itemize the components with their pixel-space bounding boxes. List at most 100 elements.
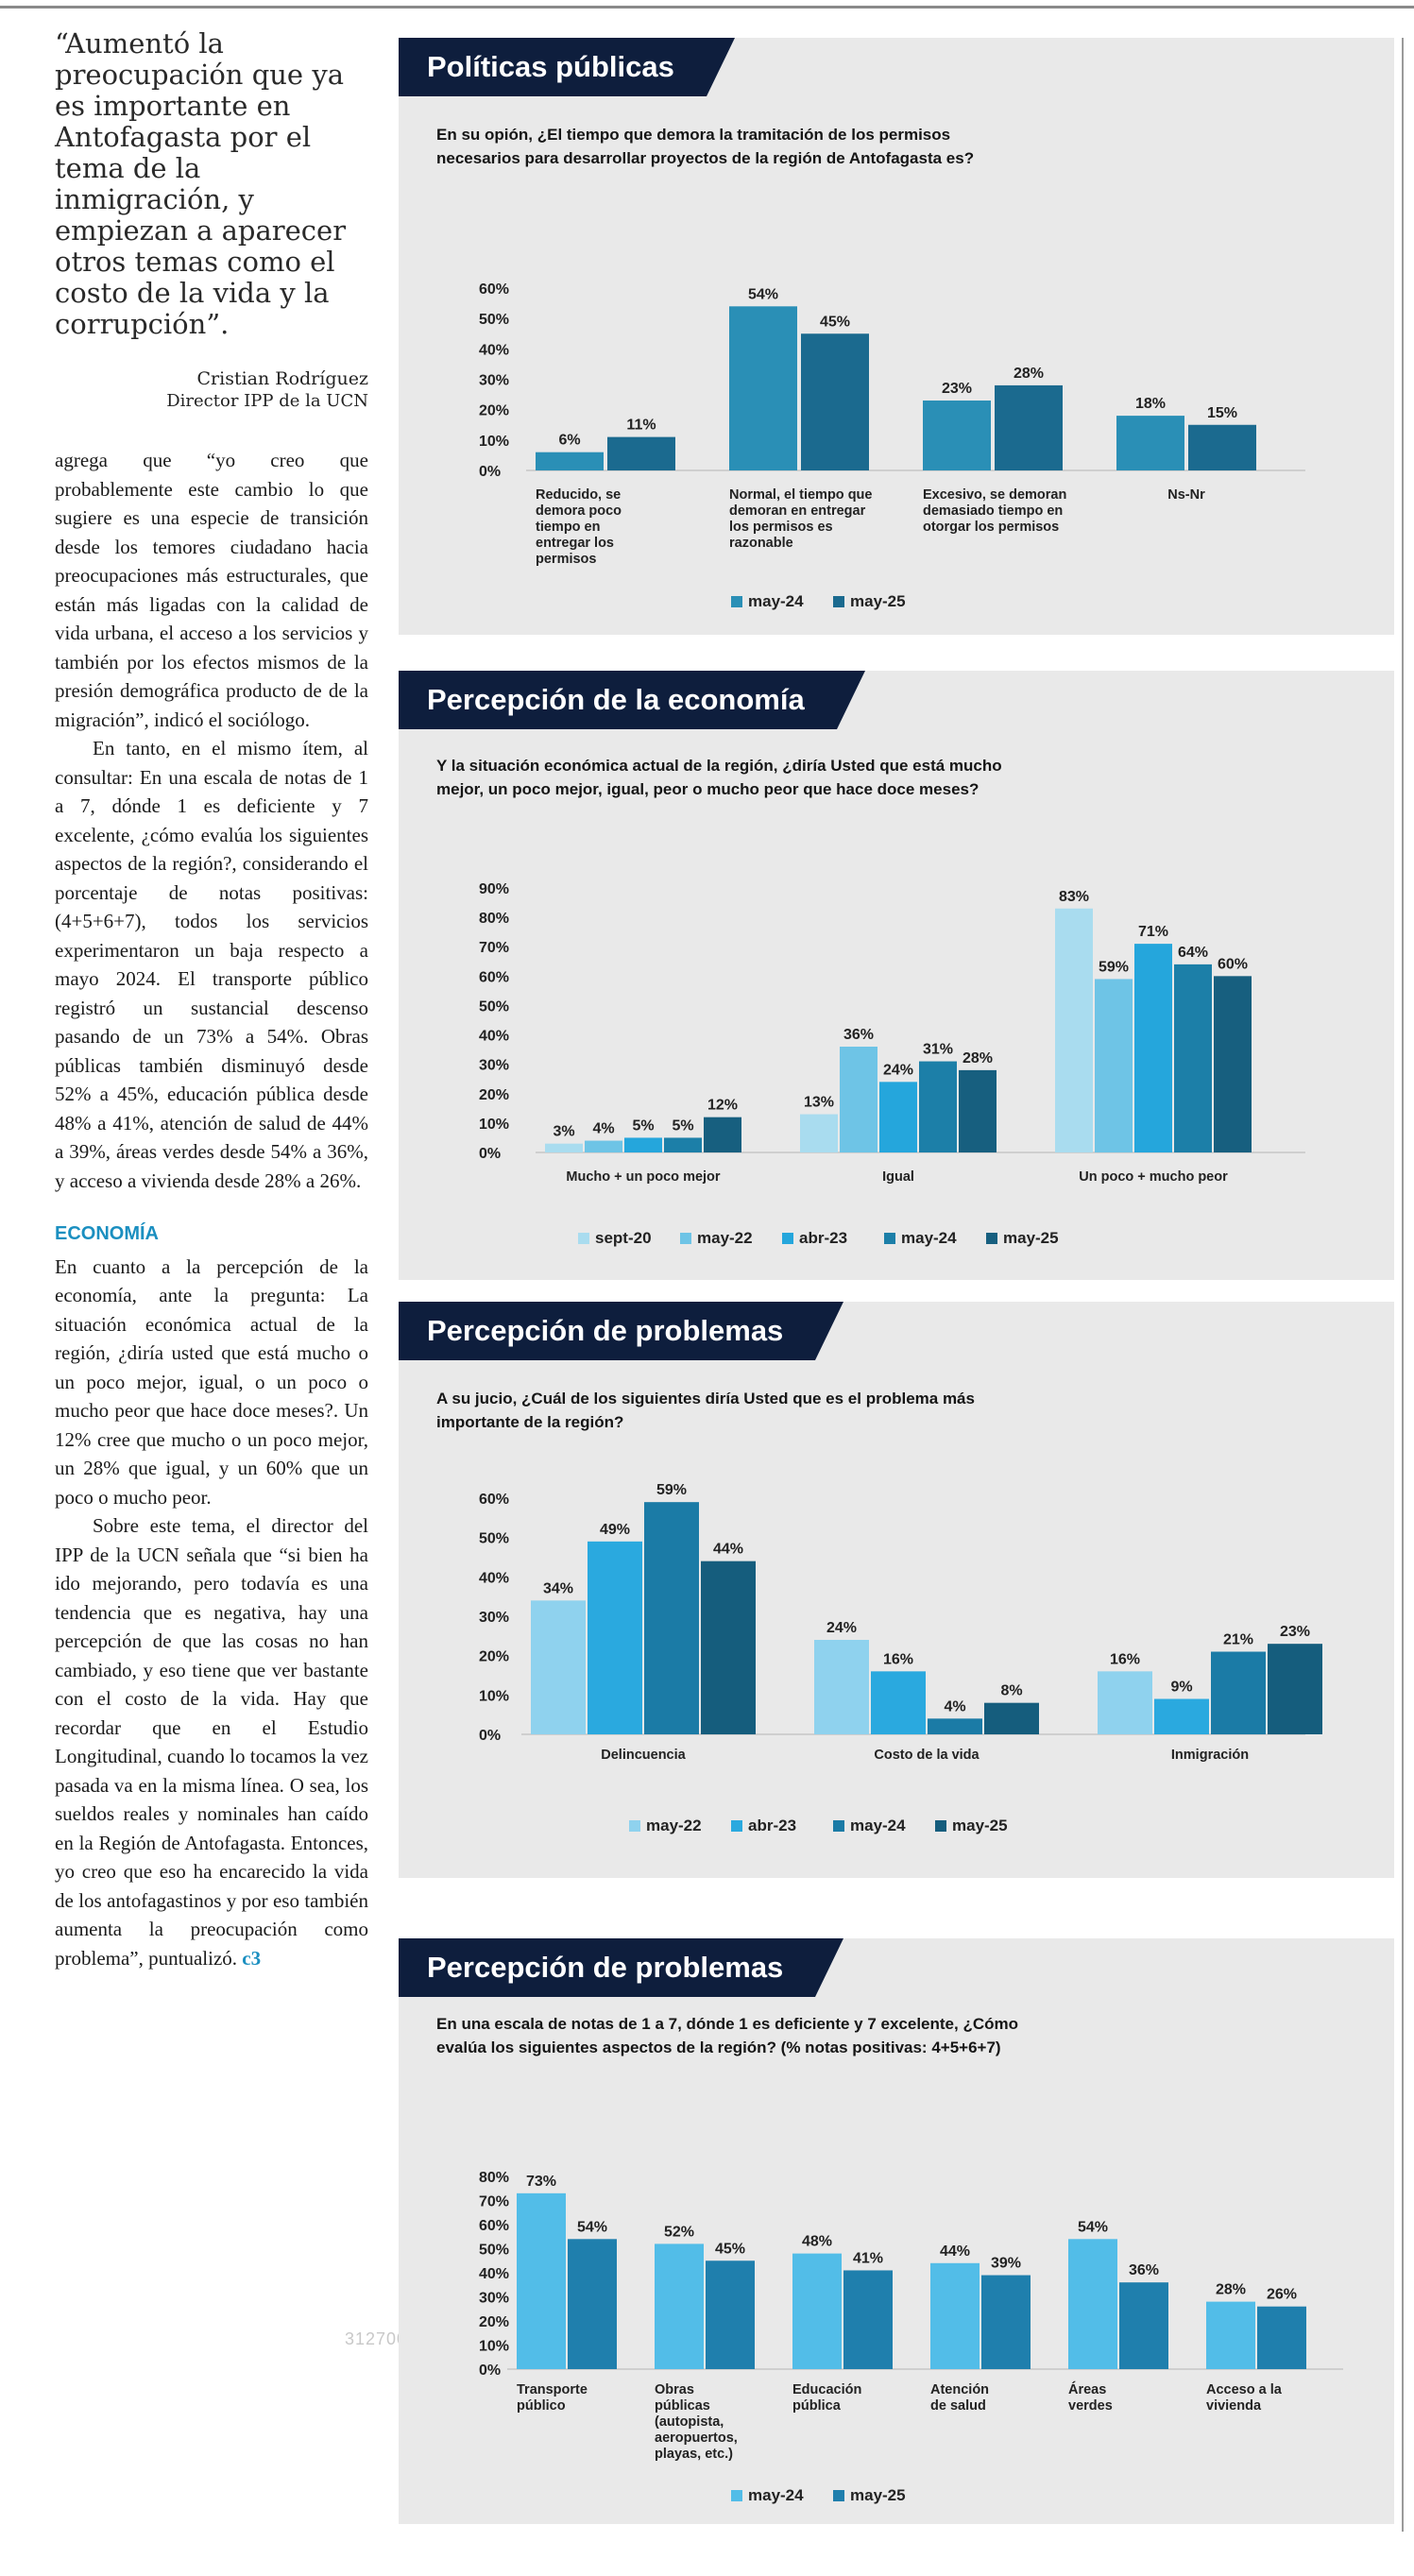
legend-label: may-25 bbox=[952, 1817, 1008, 1834]
y-tick-label: 60% bbox=[479, 2218, 509, 2234]
category-label-line: Áreas bbox=[1068, 2381, 1106, 2397]
article-paragraph-text: Sobre este tema, el director del IPP de … bbox=[55, 1514, 368, 1970]
bar bbox=[1055, 908, 1093, 1152]
y-tick-label: 20% bbox=[479, 403, 509, 419]
bar bbox=[1098, 1671, 1152, 1734]
y-tick-label: 80% bbox=[479, 911, 509, 927]
y-tick-label: 30% bbox=[479, 2291, 509, 2307]
y-tick-label: 0% bbox=[479, 2363, 501, 2379]
bar bbox=[1119, 2282, 1168, 2369]
bar bbox=[981, 2275, 1031, 2369]
data-label: 8% bbox=[1000, 1683, 1022, 1699]
bar-chart: 60%50%40%30%20%10%0%6%11%Reducido, se dem… bbox=[479, 281, 1305, 610]
legend-swatch bbox=[884, 1233, 895, 1244]
category-label-line: demasiado tiempo en bbox=[923, 503, 1063, 519]
article-paragraph: agrega que “yo creo que probablemente es… bbox=[55, 449, 368, 731]
bar bbox=[923, 401, 991, 470]
bar bbox=[792, 2253, 842, 2369]
bar bbox=[568, 2239, 617, 2369]
category-label-line: Delincuencia bbox=[601, 1748, 686, 1763]
section-heading: ECONOMÍA bbox=[55, 1223, 159, 1244]
category-label-line: de salud bbox=[930, 2398, 986, 2414]
category-label: Áreas verdes bbox=[1068, 2381, 1113, 2414]
y-tick-label: 10% bbox=[479, 1688, 509, 1704]
panel-title: Políticas públicas bbox=[399, 38, 735, 96]
category-label-line: Igual bbox=[882, 1169, 914, 1185]
page-edge-line bbox=[1402, 38, 1404, 2532]
bar bbox=[531, 1600, 586, 1734]
data-label: 15% bbox=[1207, 405, 1237, 421]
y-tick-label: 80% bbox=[479, 2170, 509, 2186]
bar bbox=[843, 2270, 893, 2369]
bar bbox=[1095, 979, 1133, 1152]
bar-chart: 60% 50% 40% 30% 20% 10% 0% 34% 49% 59% 44% Delincue… bbox=[479, 1482, 1322, 1834]
category-label-line: Normal, el tiempo que bbox=[729, 487, 872, 503]
data-label: 60% bbox=[1218, 956, 1248, 972]
y-tick-label: 60% bbox=[479, 281, 509, 298]
legend-swatch bbox=[578, 1233, 589, 1244]
bar bbox=[706, 2260, 755, 2369]
category-label: Transporte público bbox=[517, 2382, 588, 2414]
legend-label: sept-20 bbox=[595, 1229, 652, 1247]
data-label: 31% bbox=[923, 1042, 953, 1058]
category-label-line: playas, etc.) bbox=[655, 2447, 733, 2462]
data-label: 11% bbox=[626, 418, 656, 434]
bar bbox=[607, 436, 675, 470]
data-label: 16% bbox=[1110, 1651, 1140, 1667]
category-label-line: los permisos es bbox=[729, 520, 833, 535]
bar bbox=[517, 2192, 566, 2369]
y-tick-label: 20% bbox=[479, 2314, 509, 2330]
category-label: Delincuencia bbox=[601, 1748, 686, 1763]
category-label-line: público bbox=[517, 2398, 566, 2414]
category-label: Educación pública bbox=[792, 2382, 861, 2414]
category-label-line: demoran en entregar bbox=[729, 503, 866, 519]
category-label-line: Acceso a la bbox=[1206, 2382, 1283, 2397]
bar bbox=[624, 1137, 662, 1152]
data-label: 24% bbox=[826, 1620, 857, 1636]
bar bbox=[545, 1143, 583, 1152]
bar bbox=[1257, 2306, 1306, 2369]
bar-chart: 80% 70% 60% 50% 40% 30% 20% 10% 0% 73% 54% Transpor… bbox=[479, 2170, 1343, 2504]
category-label-line: (autopista, bbox=[655, 2414, 724, 2430]
y-tick-label: 40% bbox=[479, 1029, 509, 1045]
category-label-line: razonable bbox=[729, 536, 793, 551]
data-label: 45% bbox=[820, 314, 850, 330]
bar bbox=[995, 384, 1063, 470]
legend-swatch bbox=[629, 1820, 640, 1832]
legend-swatch bbox=[833, 1820, 844, 1832]
y-tick-label: 50% bbox=[479, 312, 509, 328]
category-label-line: Transporte bbox=[517, 2382, 588, 2397]
data-label: 28% bbox=[1216, 2282, 1246, 2298]
legend-label: may-24 bbox=[748, 2486, 804, 2504]
category-label-line: Mucho + un poco mejor bbox=[566, 1169, 720, 1185]
data-label: 5% bbox=[672, 1117, 693, 1134]
bar bbox=[871, 1671, 926, 1734]
legend-label: may-25 bbox=[850, 2486, 906, 2504]
data-label: 21% bbox=[1223, 1632, 1253, 1648]
bar bbox=[1116, 416, 1184, 470]
data-label: 52% bbox=[664, 2224, 694, 2240]
article-column: “Aumentó la preocupación que ya es impor… bbox=[55, 28, 368, 1972]
data-label: 24% bbox=[883, 1062, 913, 1078]
bar bbox=[840, 1047, 877, 1152]
category-label-line: tiempo en bbox=[536, 520, 600, 535]
top-rule bbox=[0, 6, 1414, 9]
article-paragraph: En tanto, en el mismo ítem, al consultar… bbox=[55, 737, 368, 1192]
data-label: 45% bbox=[715, 2241, 745, 2257]
y-tick-label: 10% bbox=[479, 1117, 509, 1133]
data-label: 64% bbox=[1178, 945, 1208, 961]
y-tick-label: 40% bbox=[479, 1570, 509, 1586]
category-label: Reducido, se demora poco tiempo en entregar… bbox=[536, 487, 622, 567]
y-tick-label: 0% bbox=[479, 464, 501, 480]
end-of-article-mark: c3 bbox=[242, 1946, 262, 1970]
data-label: 4% bbox=[944, 1698, 965, 1714]
category-label-line: demora poco bbox=[536, 503, 622, 519]
category-label: Costo de la vida bbox=[874, 1748, 980, 1763]
bar bbox=[930, 2262, 980, 2369]
article-paragraph: Sobre este tema, el director del IPP de … bbox=[55, 1511, 368, 1972]
y-tick-label: 50% bbox=[479, 998, 509, 1015]
quote-attribution: Cristian Rodríguez Director IPP de la UC… bbox=[55, 368, 368, 412]
data-label: 44% bbox=[940, 2243, 970, 2260]
data-label: 54% bbox=[748, 286, 778, 302]
y-tick-label: 70% bbox=[479, 2194, 509, 2210]
